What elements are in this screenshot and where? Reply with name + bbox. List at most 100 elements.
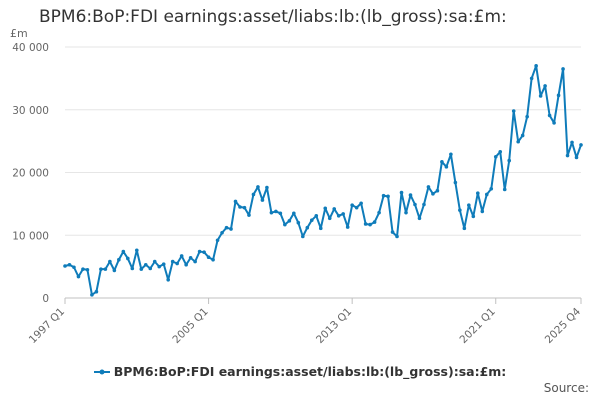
data-point[interactable] [547, 113, 552, 118]
data-point[interactable] [94, 289, 99, 294]
data-point[interactable] [350, 203, 354, 207]
data-point[interactable] [134, 248, 139, 253]
data-point[interactable] [269, 210, 274, 215]
data-point[interactable] [359, 201, 363, 206]
data-point[interactable] [202, 250, 206, 254]
data-point[interactable] [408, 193, 413, 197]
data-point[interactable] [206, 255, 211, 260]
data-point[interactable] [368, 222, 372, 227]
data-point[interactable] [507, 158, 512, 163]
data-point[interactable] [224, 225, 229, 230]
data-point[interactable] [440, 160, 444, 164]
data-point[interactable] [336, 214, 341, 218]
data-point[interactable] [444, 165, 449, 169]
data-point[interactable] [251, 192, 256, 197]
data-point[interactable] [565, 153, 570, 158]
data-point[interactable] [220, 230, 224, 235]
data-point[interactable] [72, 265, 76, 270]
data-point[interactable] [278, 211, 283, 216]
data-point[interactable] [229, 227, 233, 231]
data-point[interactable] [561, 67, 565, 71]
data-point[interactable] [166, 278, 170, 282]
data-point[interactable] [462, 226, 467, 231]
data-point[interactable] [529, 76, 534, 81]
data-point[interactable] [139, 267, 144, 271]
data-point[interactable] [417, 216, 422, 221]
data-point[interactable] [90, 293, 94, 297]
data-point[interactable] [309, 218, 314, 222]
data-point[interactable] [467, 203, 471, 207]
data-point[interactable] [332, 207, 337, 211]
data-point[interactable] [552, 121, 556, 125]
data-point[interactable] [130, 266, 135, 271]
data-point[interactable] [327, 216, 332, 221]
data-point[interactable] [390, 230, 395, 234]
data-point[interactable] [260, 198, 265, 202]
data-point[interactable] [323, 206, 328, 211]
data-point[interactable] [538, 94, 543, 98]
data-point[interactable] [458, 208, 462, 212]
data-point[interactable] [476, 191, 480, 196]
legend[interactable]: BPM6:BoP:FDI earnings:asset/liabs:lb:(lb… [0, 364, 600, 379]
data-point[interactable] [484, 192, 489, 197]
data-point[interactable] [152, 259, 157, 264]
data-point[interactable] [274, 209, 278, 214]
data-point[interactable] [404, 210, 408, 215]
data-point[interactable] [511, 109, 516, 113]
data-point[interactable] [520, 133, 525, 138]
data-point[interactable] [574, 155, 579, 160]
data-point[interactable] [489, 187, 494, 191]
data-point[interactable] [296, 220, 301, 225]
data-point[interactable] [215, 238, 220, 243]
data-point[interactable] [188, 256, 193, 260]
data-point[interactable] [287, 219, 292, 223]
data-point[interactable] [422, 202, 426, 207]
data-point[interactable] [242, 205, 247, 210]
data-point[interactable] [372, 220, 377, 224]
data-point[interactable] [193, 259, 197, 264]
data-point[interactable] [525, 114, 529, 119]
data-point[interactable] [99, 267, 103, 271]
data-point[interactable] [502, 187, 507, 192]
data-point[interactable] [579, 143, 583, 147]
data-point[interactable] [471, 214, 476, 219]
data-point[interactable] [377, 210, 381, 215]
data-point[interactable] [143, 262, 148, 267]
data-point[interactable] [354, 205, 359, 210]
data-point[interactable] [453, 180, 458, 185]
data-point[interactable] [148, 266, 153, 271]
data-point[interactable] [76, 274, 81, 279]
data-point[interactable] [305, 225, 310, 230]
data-point[interactable] [233, 199, 238, 204]
data-point[interactable] [493, 155, 498, 159]
data-point[interactable] [256, 185, 260, 189]
data-point[interactable] [283, 222, 287, 227]
data-point[interactable] [556, 93, 561, 98]
data-point[interactable] [197, 249, 202, 254]
data-point[interactable] [85, 267, 90, 272]
data-point[interactable] [238, 205, 242, 209]
data-point[interactable] [179, 254, 184, 258]
data-point[interactable] [247, 213, 251, 217]
data-point[interactable] [265, 185, 269, 190]
data-point[interactable] [381, 193, 386, 198]
data-point[interactable] [67, 262, 72, 267]
data-point[interactable] [363, 222, 368, 226]
data-point[interactable] [170, 259, 175, 264]
data-point[interactable] [345, 225, 350, 229]
data-point[interactable] [63, 264, 67, 268]
data-point[interactable] [516, 139, 520, 144]
data-point[interactable] [431, 192, 435, 196]
data-point[interactable] [395, 234, 399, 239]
data-point[interactable] [161, 262, 166, 266]
data-point[interactable] [292, 211, 296, 216]
data-point[interactable] [157, 264, 162, 269]
data-point[interactable] [112, 268, 117, 273]
data-point[interactable] [126, 256, 130, 261]
data-point[interactable] [534, 64, 538, 68]
data-point[interactable] [570, 140, 574, 145]
data-point[interactable] [211, 257, 215, 262]
data-point[interactable] [449, 152, 453, 157]
data-point[interactable] [103, 267, 108, 271]
data-point[interactable] [543, 84, 547, 88]
